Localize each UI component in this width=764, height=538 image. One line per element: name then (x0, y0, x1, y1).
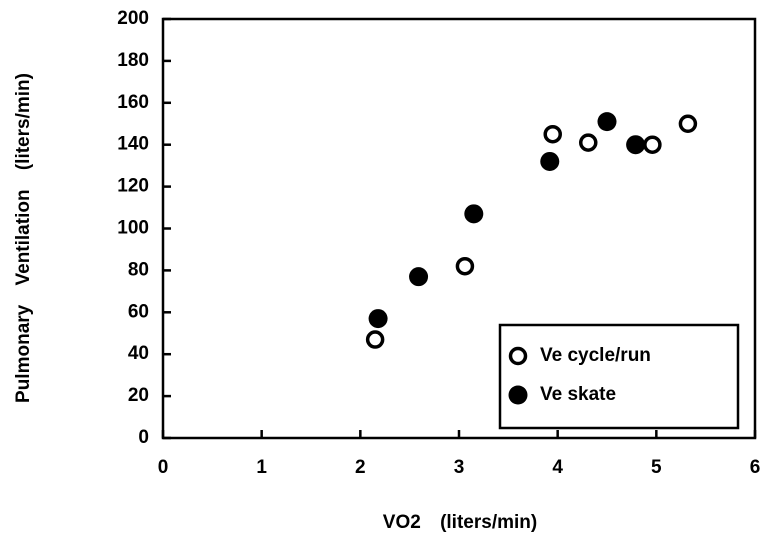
y-tick-label: 40 (128, 343, 149, 364)
point (409, 267, 429, 287)
x-tick-label: 1 (256, 457, 267, 478)
point (543, 124, 562, 144)
legend-label: Ve skate (540, 384, 616, 405)
point (626, 135, 646, 155)
legend-marker (508, 385, 528, 405)
y-tick-label: 200 (117, 8, 149, 29)
x-tick-label: 3 (454, 457, 465, 478)
point (678, 114, 698, 133)
y-axis-title: Pulmonary Ventilation (liters/min) (13, 73, 34, 403)
y-tick-label: 120 (117, 176, 149, 197)
x-axis-title: VO2 (liters/min) (383, 512, 537, 533)
y-tick-label: 100 (117, 218, 149, 239)
y-tick-label: 0 (138, 427, 149, 448)
x-tick-label: 6 (750, 457, 761, 478)
point (597, 112, 617, 132)
point (540, 151, 560, 171)
legend-marker (508, 346, 528, 366)
y-tick-label: 20 (128, 385, 149, 406)
y-tick-label: 140 (117, 134, 149, 155)
point (455, 256, 475, 276)
x-tick-label: 0 (158, 457, 169, 478)
point (579, 133, 598, 152)
legend-box (498, 323, 740, 430)
y-tick-label: 180 (117, 50, 149, 71)
x-tick-label: 2 (355, 457, 366, 478)
y-tick-label: 80 (128, 259, 149, 280)
point (643, 135, 662, 154)
y-tick-label: 160 (117, 92, 149, 113)
point (365, 330, 385, 349)
point (368, 309, 388, 329)
x-tick-label: 5 (651, 457, 662, 478)
legend-label: Ve cycle/run (540, 345, 651, 366)
point (464, 204, 484, 224)
x-tick-label: 4 (552, 457, 563, 478)
y-tick-label: 60 (128, 301, 149, 322)
